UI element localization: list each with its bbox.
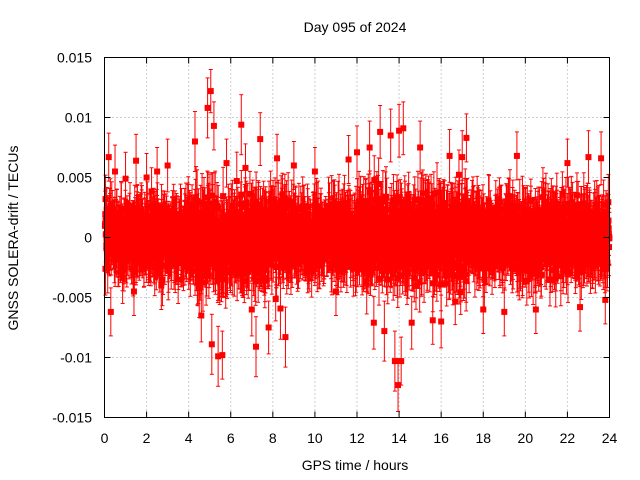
- x-tick-label: 14: [391, 430, 407, 446]
- data-point: [381, 300, 388, 362]
- data-point: [219, 330, 226, 380]
- chart-title: Day 095 of 2024: [304, 19, 407, 35]
- data-point: [564, 138, 571, 188]
- data-point: [133, 133, 140, 188]
- data-point: [191, 111, 198, 172]
- data-point: [105, 132, 112, 182]
- data-point: [577, 282, 584, 332]
- x-axis-label: GPS time / hours: [302, 457, 409, 473]
- y-tick-label: -0.01: [60, 350, 92, 366]
- data-point: [274, 133, 281, 183]
- data-point: [210, 101, 217, 151]
- x-tick-label: 2: [143, 430, 151, 446]
- data-point: [429, 295, 436, 345]
- data-point: [417, 120, 424, 175]
- data-point: [366, 120, 373, 175]
- x-tick-label: 10: [307, 430, 323, 446]
- data-point: [208, 313, 215, 375]
- y-tick-labels: -0.015 -0.01 -0.005 0 0.005 0.01 0.015: [52, 50, 92, 426]
- x-tick-label: 18: [475, 430, 491, 446]
- x-tick-label: 4: [185, 430, 193, 446]
- data-point: [585, 130, 592, 184]
- x-tick-label: 12: [349, 430, 365, 446]
- data-point: [265, 300, 272, 355]
- x-tick-label: 16: [433, 430, 449, 446]
- data-point: [513, 131, 520, 181]
- data-point: [238, 94, 245, 156]
- y-axis-label: GNSS SOLERA-drift / TECUs: [5, 146, 21, 331]
- data-point: [282, 306, 289, 368]
- data-point: [400, 101, 407, 156]
- data-point: [277, 277, 284, 340]
- data-point: [107, 287, 114, 337]
- data-point: [446, 129, 453, 183]
- x-tick-labels: 0 2 4 6 8 10 12 14 16 18 20 22 24: [101, 430, 618, 446]
- x-tick-label: 24: [602, 430, 618, 446]
- data-point: [253, 316, 259, 378]
- y-tick-label: 0.015: [57, 50, 92, 66]
- y-tick-label: 0: [84, 230, 92, 246]
- data-point: [501, 287, 508, 337]
- data-point: [438, 294, 445, 349]
- data-point: [204, 77, 211, 139]
- data-point: [598, 131, 605, 186]
- data-point: [122, 151, 129, 206]
- data-point: [377, 105, 384, 159]
- data-point: [370, 295, 377, 350]
- data-point: [164, 138, 171, 193]
- y-tick-label: 0.005: [57, 170, 92, 186]
- x-tick-label: 6: [227, 430, 235, 446]
- x-tick-label: 22: [560, 430, 576, 446]
- x-tick-label: 8: [269, 430, 277, 446]
- data-series: [101, 69, 613, 412]
- x-tick-label: 0: [101, 430, 109, 446]
- data-point: [257, 112, 264, 166]
- x-tick-label: 20: [518, 430, 534, 446]
- y-tick-label: 0.01: [65, 110, 92, 126]
- y-tick-label: -0.005: [52, 290, 92, 306]
- y-tick-label: -0.015: [52, 410, 92, 426]
- data-point: [408, 295, 415, 350]
- data-point: [223, 138, 230, 188]
- data-point: [354, 125, 360, 180]
- data-point: [345, 135, 352, 184]
